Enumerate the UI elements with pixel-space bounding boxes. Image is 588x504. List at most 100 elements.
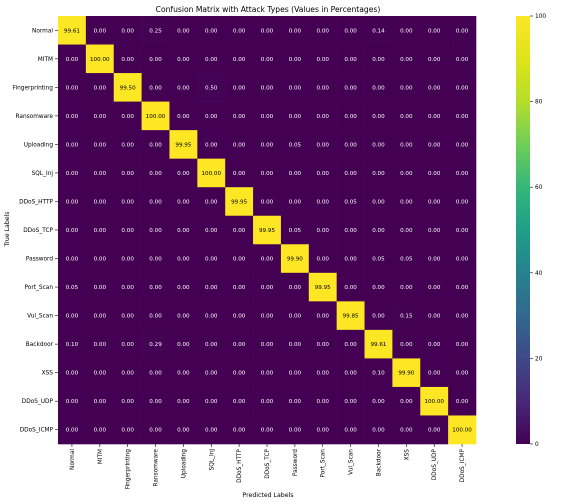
cell-value-label: 0.00 <box>289 314 302 320</box>
cell-value-label: 0.00 <box>121 371 134 377</box>
cell-value-label: 0.00 <box>316 114 329 120</box>
cell-value-label: 0.00 <box>261 285 274 291</box>
x-tick-label: Vul_Scan <box>349 449 355 475</box>
cell-value-label: 0.00 <box>289 85 302 91</box>
heatmap-cell <box>85 73 115 102</box>
cell-value-label: 0.00 <box>400 399 413 405</box>
cell-value-label: 0.00 <box>177 171 190 177</box>
cell-value-label: 0.00 <box>456 171 469 177</box>
heatmap-cell <box>58 187 87 217</box>
cell-value-label: 0.00 <box>121 171 134 177</box>
heatmap-cell <box>225 130 254 159</box>
x-tick-label: DDoS_UDP <box>432 449 438 481</box>
cell-value-label: 0.00 <box>121 342 134 348</box>
cell-value-label: 0.00 <box>316 85 329 91</box>
cell-value-label: 0.00 <box>177 57 190 63</box>
heatmap-cell <box>58 215 87 245</box>
heatmap-cell <box>364 301 393 331</box>
heatmap-cell <box>58 16 87 45</box>
heatmap-cell <box>448 329 477 359</box>
heatmap-cell <box>280 301 310 331</box>
heatmap-cell <box>169 73 198 102</box>
heatmap-cell <box>141 187 170 217</box>
heatmap-cell <box>197 44 226 74</box>
heatmap-cell <box>197 386 226 416</box>
heatmap-cell <box>253 415 282 445</box>
cell-value-label: 0.00 <box>316 142 329 148</box>
y-tick-label: DDoS_HTTP <box>19 199 53 205</box>
heatmap-cell <box>113 73 142 102</box>
heatmap-cell <box>336 272 365 302</box>
cell-value-label: 0.05 <box>289 228 302 234</box>
heatmap-cell <box>308 73 337 102</box>
heatmap-cell <box>225 415 254 445</box>
heatmap-cell <box>420 130 449 159</box>
cell-value-label: 0.00 <box>261 314 274 320</box>
cell-value-label: 0.00 <box>344 85 357 91</box>
heatmap-cell <box>169 415 198 445</box>
heatmap-cell <box>364 44 393 74</box>
heatmap-cell <box>253 44 282 74</box>
heatmap-cell <box>58 101 87 131</box>
heatmap-cell <box>141 244 170 274</box>
cell-value-label: 0.00 <box>316 171 329 177</box>
heatmap-cell <box>85 215 115 245</box>
heatmap-cell <box>197 130 226 159</box>
heatmap-cell <box>253 130 282 159</box>
heatmap-cell <box>169 358 198 388</box>
cell-value-label: 0.00 <box>344 28 357 34</box>
x-tick-label: DDoS_HTTP <box>237 448 243 482</box>
cell-value-label: 0.00 <box>233 114 246 120</box>
heatmap-cell <box>197 187 226 217</box>
heatmap-cell <box>392 301 421 331</box>
cell-value-label: 100.00 <box>146 114 166 120</box>
cell-value-label: 0.00 <box>372 199 385 205</box>
cell-value-label: 100.00 <box>424 399 444 405</box>
cell-value-label: 0.00 <box>456 114 469 120</box>
heatmap-cell <box>225 158 254 188</box>
heatmap-cell <box>392 187 421 217</box>
heatmap-cell <box>113 301 142 331</box>
heatmap-cell <box>197 158 226 188</box>
x-tick-label: Normal <box>70 449 76 470</box>
heatmap-cell <box>448 187 477 217</box>
cell-value-label: 0.00 <box>344 228 357 234</box>
heatmap-cell <box>392 272 421 302</box>
cell-value-label: 0.00 <box>316 314 329 320</box>
cell-value-label: 0.00 <box>456 314 469 320</box>
colorbar-tick-label: 100 <box>535 14 546 20</box>
cell-value-label: 0.10 <box>66 342 79 348</box>
heatmap-cell <box>169 329 198 359</box>
cell-value-label: 0.00 <box>66 57 79 63</box>
heatmap-cell <box>141 301 170 331</box>
cell-value-label: 0.00 <box>456 57 469 63</box>
cell-value-label: 0.00 <box>233 142 246 148</box>
y-tick-label: Vul_Scan <box>27 314 53 320</box>
cell-value-label: 0.00 <box>456 285 469 291</box>
heatmap-cell <box>336 73 365 102</box>
heatmap-cell <box>225 301 254 331</box>
cell-value-label: 0.00 <box>121 257 134 263</box>
cell-value-label: 0.00 <box>205 228 218 234</box>
cell-value-label: 0.00 <box>344 428 357 434</box>
heatmap-cell <box>420 187 449 217</box>
cell-value-label: 99.95 <box>259 228 275 234</box>
heatmap-cell <box>364 158 393 188</box>
cell-value-label: 0.00 <box>94 342 107 348</box>
x-tick-label: Ransomware <box>154 449 160 487</box>
heatmap-cell <box>420 101 449 131</box>
x-tick-label: MITM <box>98 449 104 464</box>
cell-value-label: 0.00 <box>400 85 413 91</box>
cell-value-label: 0.00 <box>94 371 107 377</box>
heatmap-cell <box>392 215 421 245</box>
cell-value-label: 0.00 <box>372 85 385 91</box>
y-tick-label: Ransomware <box>16 114 54 120</box>
heatmap-cell <box>448 158 477 188</box>
cell-value-label: 0.00 <box>456 85 469 91</box>
cell-value-label: 0.00 <box>316 199 329 205</box>
heatmap-cell <box>448 101 477 131</box>
cell-value-label: 0.00 <box>428 114 441 120</box>
heatmap-cell <box>169 301 198 331</box>
heatmap-cell <box>280 329 310 359</box>
heatmap-cell <box>141 101 170 131</box>
